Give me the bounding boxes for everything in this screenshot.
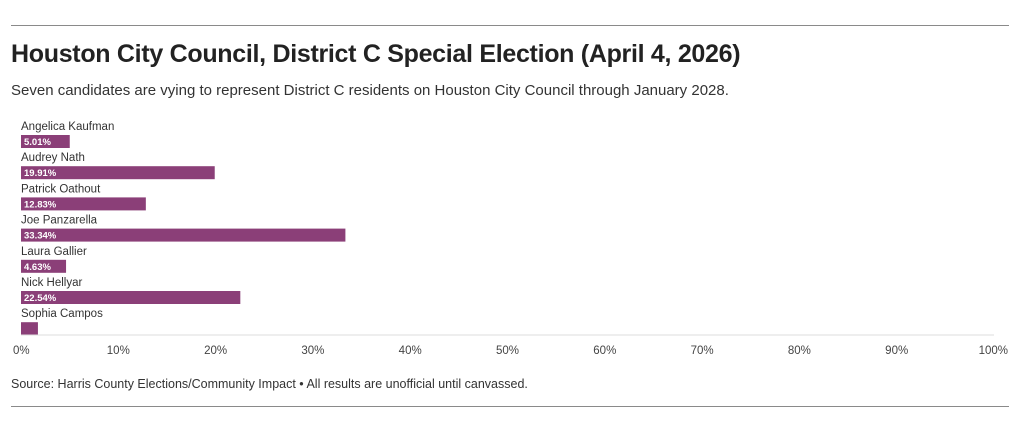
x-tick-label: 60% — [593, 345, 616, 357]
candidate-label: Joe Panzarella — [21, 215, 98, 227]
value-label: 4.63% — [24, 262, 51, 273]
x-tick-label: 80% — [788, 345, 811, 357]
x-tick-label: 40% — [399, 345, 422, 357]
candidate-bar — [21, 322, 38, 336]
bar-chart: Angelica Kaufman 5.01% Audrey Nath 19.91% Pa… — [13, 121, 1008, 357]
value-label: 22.54% — [24, 293, 57, 304]
value-label: 5.01% — [24, 137, 51, 148]
x-tick-label: 100% — [979, 345, 1008, 357]
chart-subtitle: Seven candidates are vying to represent … — [11, 82, 729, 99]
chart-title: Houston City Council, District C Special… — [11, 40, 741, 68]
value-label: 33.34% — [24, 231, 57, 242]
candidate-label: Nick Hellyar — [21, 277, 83, 289]
candidate-bar — [21, 259, 67, 273]
candidate-bar — [21, 291, 241, 304]
candidate-bar — [21, 135, 70, 148]
value-label: 12.83% — [24, 199, 57, 210]
x-tick-label: 70% — [691, 345, 714, 357]
candidate-bar — [21, 197, 146, 211]
x-tick-label: 50% — [496, 345, 519, 357]
value-label: 19.91% — [24, 168, 57, 179]
candidate-label: Laura Gallier — [21, 246, 87, 258]
x-tick-label: 90% — [885, 345, 908, 357]
candidate-bar — [21, 166, 215, 180]
bottom-rule — [11, 406, 1009, 407]
top-rule — [11, 25, 1009, 26]
x-tick-label: 20% — [204, 345, 227, 357]
candidate-label: Sophia Campos — [21, 308, 103, 320]
x-tick-label: 0% — [13, 345, 30, 357]
candidate-bar — [21, 228, 346, 242]
candidate-label: Angelica Kaufman — [21, 121, 114, 133]
source-note: Source: Harris County Elections/Communit… — [11, 377, 528, 391]
x-tick-label: 30% — [301, 345, 324, 357]
x-tick-label: 10% — [107, 345, 130, 357]
candidate-label: Patrick Oathout — [21, 183, 101, 195]
candidate-label: Audrey Nath — [21, 152, 85, 164]
